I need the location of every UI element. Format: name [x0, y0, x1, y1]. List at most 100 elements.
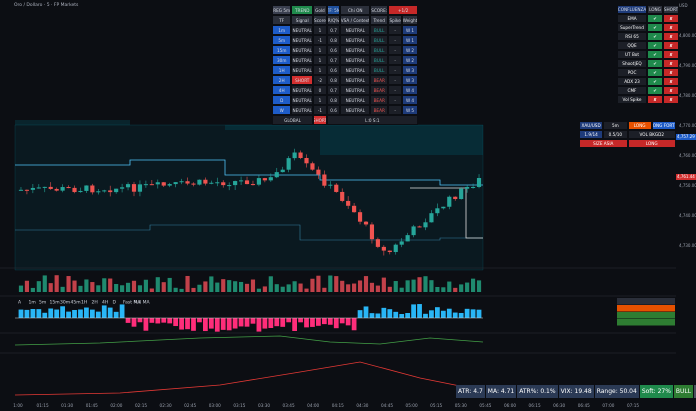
- price-tag-bg: [676, 134, 696, 140]
- table-cell: NEUTRAL: [340, 75, 371, 85]
- candle-body: [227, 185, 232, 187]
- volume-bar: [60, 286, 65, 292]
- candle-body: [352, 205, 357, 213]
- volume-bar: [244, 283, 250, 292]
- candle-body: [280, 169, 285, 173]
- timeframe-button: 15m: [50, 300, 60, 306]
- confluence-cell: ✘: [663, 41, 679, 50]
- candle-body: [429, 213, 434, 223]
- volume-bar: [30, 287, 35, 292]
- confluence-cell: ✘: [663, 14, 679, 23]
- candle-body: [304, 157, 309, 164]
- table-cell: -: [388, 65, 403, 75]
- confluence-cell: ADX 23: [617, 77, 647, 86]
- table-cell: 0.6: [326, 105, 341, 115]
- time-label: 04:00: [307, 403, 319, 408]
- histogram-bar: [357, 310, 363, 318]
- info-cell: 5m: [603, 121, 628, 130]
- volume-bar: [441, 287, 446, 292]
- time-label: 05:30: [455, 403, 467, 408]
- volume-bar: [447, 281, 452, 292]
- time-label: 01:15: [37, 403, 49, 408]
- candle-body: [66, 187, 71, 189]
- volume-bar: [387, 286, 392, 292]
- candle-body: [369, 224, 375, 240]
- column-header: Trend: [370, 15, 389, 25]
- price-label: 4,740.00: [679, 213, 696, 218]
- candle-body: [167, 184, 172, 186]
- volume-bar: [357, 280, 363, 292]
- candle-body: [244, 180, 250, 185]
- time-label: 02:45: [184, 403, 196, 408]
- histogram-bar: [327, 318, 333, 325]
- candle-body: [149, 184, 154, 186]
- table-cell: -: [388, 85, 403, 95]
- volume-bar: [161, 282, 166, 292]
- histogram-bar: [446, 308, 452, 318]
- histogram-bar: [42, 312, 48, 318]
- price-label: 4,780.00: [679, 93, 696, 98]
- timeframe-button: D: [113, 300, 117, 306]
- histogram-bar: [214, 318, 220, 332]
- upper-band: [15, 120, 483, 155]
- table-cell: 1H: [272, 65, 292, 75]
- candle-body: [215, 182, 220, 184]
- histogram-bar: [167, 318, 173, 324]
- price-tag: 4,757.29: [677, 134, 695, 139]
- table-cell: 1: [313, 25, 327, 35]
- volume-bar: [185, 275, 190, 292]
- volume-bar: [310, 278, 315, 292]
- column-header: Score: [313, 15, 327, 25]
- candle-body: [423, 222, 428, 228]
- candle-body: [447, 196, 452, 207]
- volume-bar: [423, 276, 428, 292]
- time-label: 05:45: [479, 403, 491, 408]
- candle-body: [334, 184, 339, 192]
- volume-bar: [340, 280, 345, 292]
- table-cell: -: [388, 25, 403, 35]
- info-cell: LONG FORTE: [651, 121, 676, 130]
- confluence-cell: ✔: [647, 86, 663, 95]
- candle-body: [250, 184, 256, 186]
- candle-body: [60, 187, 65, 191]
- candle-body: [161, 182, 166, 186]
- volume-bar: [352, 283, 357, 292]
- candle-body: [476, 178, 482, 187]
- volume-bar: [102, 278, 107, 292]
- histogram-bar: [143, 318, 149, 331]
- volume-bar: [173, 287, 178, 292]
- histogram-bar: [24, 309, 30, 318]
- table-cell: BEAR: [370, 85, 389, 95]
- table-cell: W 1: [402, 35, 418, 45]
- time-label: 04:15: [332, 403, 344, 408]
- histogram-bar: [84, 307, 89, 318]
- candle-body: [233, 181, 238, 186]
- timeframe-button: Full MA: [134, 300, 151, 306]
- histogram-bar: [125, 318, 131, 323]
- time-label: 07:00: [602, 403, 614, 408]
- confluence-table: CONFLUENZA LONG SHORT EMA ✔ ✘ SuperTrend ✔ ✘ RSI …: [617, 5, 679, 104]
- table-cell: 0.8: [326, 75, 341, 85]
- mini-panel-row: [617, 305, 675, 312]
- column-header: Signal: [291, 15, 314, 25]
- table-cell: 0.8: [326, 95, 341, 105]
- confluence-cell: Shoot|EQ: [617, 59, 647, 68]
- histogram-bar: [369, 313, 375, 318]
- confluence-cell: RSI 65: [617, 32, 647, 41]
- histogram-bar: [429, 310, 434, 318]
- time-label: 06:30: [553, 403, 565, 408]
- time-label: 04:30: [356, 403, 368, 408]
- mini-panel-row: [617, 319, 675, 326]
- time-label: 05:00: [406, 403, 418, 408]
- table-cell: W 1: [402, 25, 418, 35]
- candle-body: [78, 190, 83, 193]
- price-label: 4,800.00: [679, 33, 696, 38]
- time-label: 06:45: [578, 403, 590, 408]
- column-header: R/Q%: [326, 15, 341, 25]
- candle-body: [120, 187, 125, 189]
- histogram-bar: [197, 318, 202, 323]
- table-cell: 0.7: [326, 25, 341, 35]
- red-oscillator: [14, 361, 484, 396]
- upper-line: [15, 159, 483, 186]
- volume-bar: [238, 281, 244, 292]
